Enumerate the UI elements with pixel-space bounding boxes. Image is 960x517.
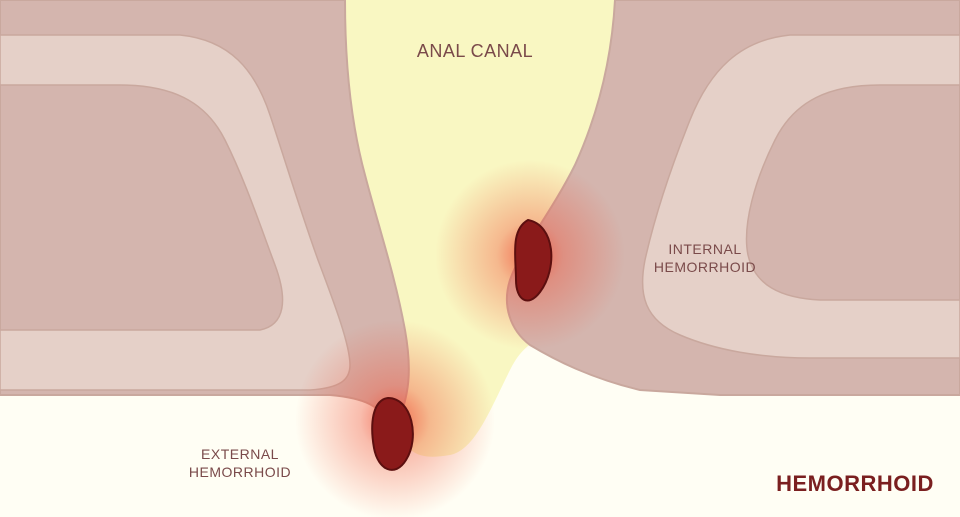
external-hemorrhoid-shape	[372, 398, 413, 470]
anal-canal-label: ANAL CANAL	[417, 40, 533, 63]
internal-hemorrhoid-label: INTERNAL HEMORRHOID	[654, 240, 756, 276]
diagram-title: HEMORRHOID	[776, 470, 934, 499]
anatomy-diagram	[0, 0, 960, 517]
external-hemorrhoid-label: EXTERNAL HEMORRHOID	[189, 445, 291, 481]
